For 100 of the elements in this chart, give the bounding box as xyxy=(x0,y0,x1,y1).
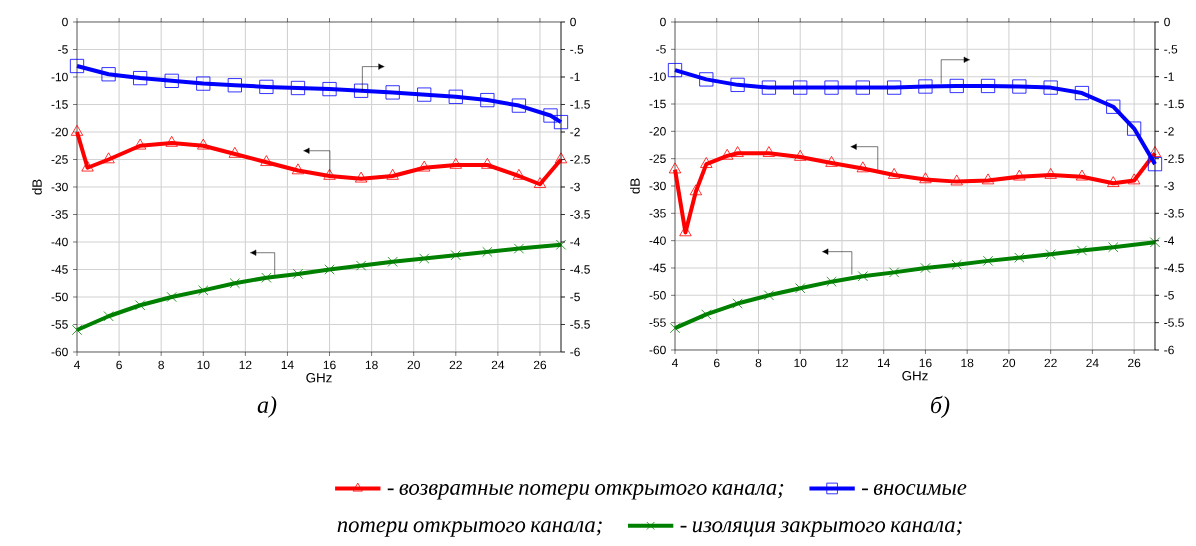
point xyxy=(166,291,177,303)
point xyxy=(887,168,901,179)
point xyxy=(133,138,147,150)
point xyxy=(1044,168,1057,179)
y-tick-label: 0 xyxy=(660,17,666,27)
x-tick-label: 6 xyxy=(116,360,122,370)
point xyxy=(982,255,994,266)
point xyxy=(135,300,146,311)
y2-tick-label: -1 xyxy=(570,72,580,82)
y2-tick-label: -3.5 xyxy=(1164,209,1184,218)
point xyxy=(721,148,734,160)
point xyxy=(981,173,995,185)
x-tick-label: 22 xyxy=(449,360,462,370)
point xyxy=(165,135,178,147)
point xyxy=(1012,79,1027,94)
y-tick-label: 0 xyxy=(62,17,68,27)
point xyxy=(511,98,526,113)
point xyxy=(700,157,713,168)
x-axis-title: GHz xyxy=(902,371,928,381)
point xyxy=(1107,176,1120,187)
y2-tick-label: -6 xyxy=(570,347,580,357)
point xyxy=(920,262,931,274)
point xyxy=(448,89,463,104)
x-tick-label: 26 xyxy=(533,360,547,370)
point xyxy=(291,163,305,175)
point xyxy=(481,157,494,169)
x-tick-label: 14 xyxy=(877,358,891,367)
point xyxy=(793,80,808,95)
x-tick-label: 20 xyxy=(1002,358,1016,368)
point xyxy=(699,72,714,87)
point xyxy=(70,124,84,136)
point xyxy=(555,239,567,250)
point xyxy=(554,152,568,164)
y-tick-label: -30 xyxy=(649,181,666,191)
legend-label: - изоляция закрытого канала; xyxy=(680,521,962,537)
y2-tick-label: -3 xyxy=(1164,181,1174,191)
point xyxy=(197,138,210,150)
point xyxy=(292,268,304,280)
y2-tick-label: -5.5 xyxy=(570,320,590,329)
x-tick-label: 24 xyxy=(1086,358,1099,368)
point xyxy=(762,146,776,157)
text: а) xyxy=(257,396,277,418)
point xyxy=(323,168,336,180)
point xyxy=(533,177,547,188)
point xyxy=(198,285,209,296)
point xyxy=(1013,169,1026,181)
point xyxy=(196,76,211,91)
y-tick-label: -55 xyxy=(51,320,68,329)
x-tick-label: 26 xyxy=(1128,358,1141,368)
point xyxy=(825,155,838,167)
point xyxy=(71,324,83,336)
point xyxy=(228,146,242,158)
y2-tick-label: -2 xyxy=(570,127,580,137)
point xyxy=(324,264,335,275)
point xyxy=(950,174,963,186)
y2-tick-label: -6 xyxy=(1164,345,1174,355)
point xyxy=(889,267,900,278)
text: потери открытого канала; xyxy=(337,521,602,537)
point xyxy=(1014,252,1025,263)
point xyxy=(386,168,399,180)
y2-tick-label: -4 xyxy=(570,237,581,247)
x-tick-label: 18 xyxy=(961,358,974,368)
point xyxy=(1149,237,1161,248)
point xyxy=(261,272,272,283)
point xyxy=(290,80,306,96)
x-tick-label: 16 xyxy=(323,360,336,370)
point xyxy=(227,78,242,93)
x-tick-label: 4 xyxy=(73,360,80,369)
point xyxy=(826,276,837,287)
point xyxy=(980,78,996,94)
x-axis-title: GHz xyxy=(306,373,332,383)
point xyxy=(669,323,681,334)
y2-tick-label: -2.5 xyxy=(1164,154,1184,163)
y-tick-label: -60 xyxy=(649,345,666,355)
x-tick-label: 18 xyxy=(365,360,378,370)
x-tick-label: 16 xyxy=(919,358,932,368)
point xyxy=(1045,249,1056,260)
point xyxy=(102,152,115,164)
y-tick-label: -25 xyxy=(51,155,68,164)
point xyxy=(543,108,558,123)
y-tick-label: -45 xyxy=(649,263,666,273)
x-tick-label: 12 xyxy=(836,358,849,368)
point xyxy=(761,80,776,95)
y-tick-label: -40 xyxy=(649,236,666,245)
point xyxy=(689,184,703,196)
point xyxy=(482,246,493,258)
y2-tick-label: -4.5 xyxy=(1164,263,1184,273)
y-tick-label: -35 xyxy=(51,210,68,219)
point xyxy=(667,63,683,78)
y2-tick-label: -.5 xyxy=(570,45,584,54)
point xyxy=(856,161,869,173)
point xyxy=(355,260,367,271)
y2-tick-label: -3 xyxy=(570,182,580,192)
y2-tick-label: 0 xyxy=(1164,17,1170,27)
y-tick-label: -60 xyxy=(51,347,68,357)
x-tick-label: 12 xyxy=(239,360,252,370)
point xyxy=(949,78,964,94)
y-tick-label: -30 xyxy=(51,182,68,192)
legend-label: - возвратные потери открытого канала; xyxy=(387,483,784,500)
point xyxy=(668,162,682,174)
